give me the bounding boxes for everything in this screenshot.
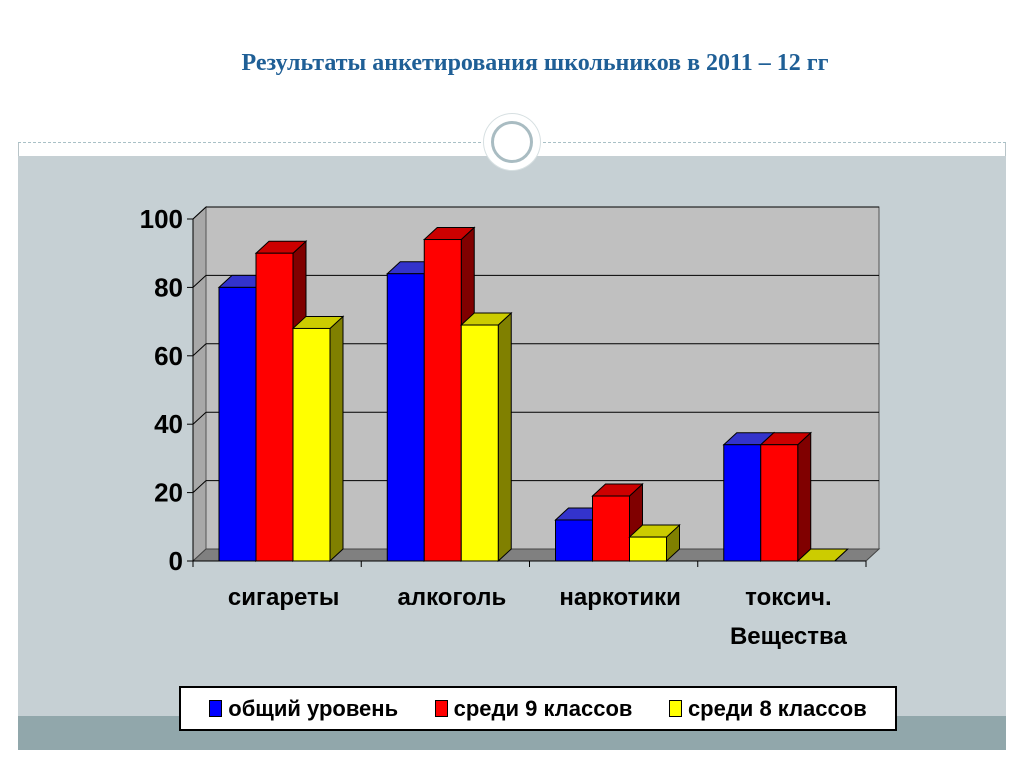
gridline-side-100 (192, 206, 207, 220)
bar-2-2 (629, 536, 667, 562)
legend-entry-series-0: общий уровень (209, 696, 398, 722)
legend-label-series-1: среди 9 классов (453, 695, 633, 721)
y-tick-label-40: 40 (154, 409, 183, 439)
legend-swatch-red (434, 700, 448, 717)
y-tick-label-0: 0 (169, 546, 183, 576)
x-category-label-3-line-1: Вещества (730, 623, 848, 650)
bar-side-2-1 (497, 311, 512, 563)
x-category-label-3-line-0: токсич. (745, 584, 832, 611)
bar-side-2-0 (329, 315, 344, 563)
gridline-side-80 (192, 275, 207, 288)
bar-0-3 (723, 444, 762, 562)
bar-1-0 (255, 252, 294, 562)
legend-swatch-blue (209, 700, 223, 717)
legend-entry-series-1: среди 9 классов (434, 695, 633, 722)
x-category-label-1: алкоголь (398, 584, 507, 611)
gridline-side-40 (192, 411, 207, 425)
slide-title: Результаты анкетирования школьников в 20… (241, 50, 829, 76)
chart-legend: общий уровень среди 9 классов среди 8 кл… (179, 686, 897, 731)
bar-0-1 (386, 273, 425, 562)
bar-0-2 (555, 519, 593, 562)
bar-top-2-3 (796, 548, 850, 562)
plot-side-wall (192, 205, 207, 563)
y-tick-label-20: 20 (154, 478, 183, 508)
bar-side-1-3 (797, 431, 812, 563)
legend-label-series-2: среди 8 классов (687, 695, 867, 721)
y-tick-label-80: 80 (154, 272, 183, 302)
bar-2-0 (292, 327, 331, 562)
x-category-label-0: сигареты (228, 584, 339, 611)
bar-0-0 (218, 286, 257, 562)
bar-1-2 (592, 495, 630, 562)
x-category-label-2: наркотики (559, 584, 681, 611)
gridline-side-60 (192, 343, 207, 357)
y-tick-label-60: 60 (154, 341, 183, 371)
bar-2-1 (460, 324, 499, 562)
bar-1-1 (423, 239, 462, 562)
y-tick-label-100: 100 (140, 204, 183, 234)
gridline-side-20 (192, 480, 207, 493)
legend-label-series-0: общий уровень (228, 695, 399, 721)
legend-swatch-yellow (668, 700, 682, 717)
bar-1-3 (760, 444, 799, 562)
medallion-ring (491, 121, 533, 163)
legend-entry-series-2: среди 8 классов (668, 695, 867, 722)
